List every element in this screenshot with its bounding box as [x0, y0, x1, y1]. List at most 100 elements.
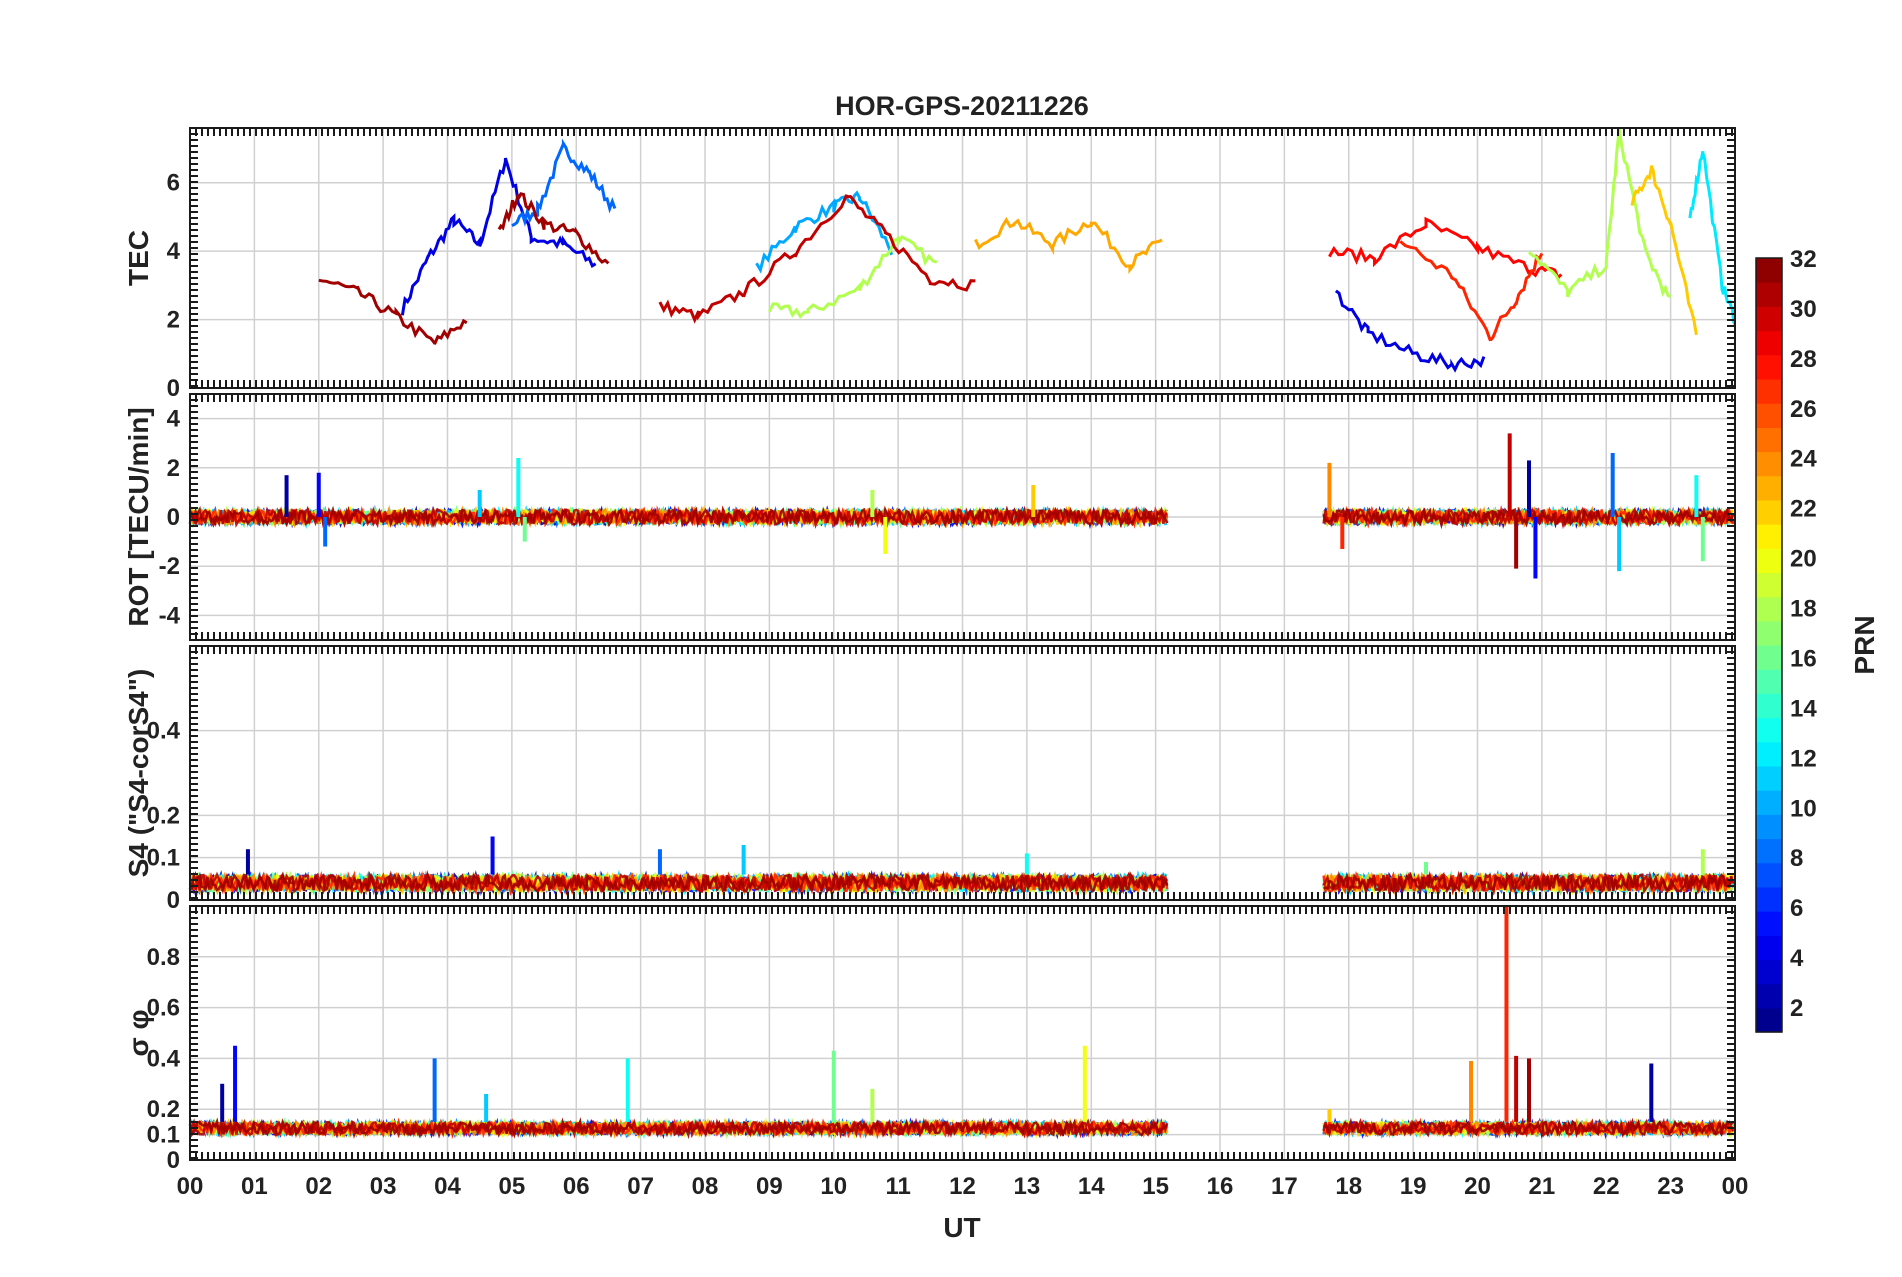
x-tick-label: 23	[1657, 1173, 1684, 1200]
x-tick-label: 16	[1207, 1173, 1234, 1200]
y-tick-label: 0.8	[147, 944, 180, 971]
x-tick-label: 00	[1722, 1173, 1749, 1200]
colorbar-tick-label: 18	[1790, 596, 1817, 623]
y-tick-label: 4	[167, 406, 181, 433]
colorbar-tick-label: 26	[1790, 396, 1817, 423]
y-tick-label: 4	[167, 238, 181, 265]
y-tick-label: 0	[167, 1147, 180, 1174]
y-tick-label: 6	[167, 170, 180, 197]
colorbar-cell	[1756, 572, 1782, 598]
x-tick-label: 13	[1014, 1173, 1041, 1200]
x-tick-label: 18	[1335, 1173, 1362, 1200]
trace-line	[188, 1116, 1734, 1140]
colorbar-tick-label: 16	[1790, 645, 1817, 672]
x-tick-label: 00	[177, 1173, 204, 1200]
colorbar-cell	[1756, 911, 1782, 936]
y-tick-label: 2	[167, 307, 180, 334]
x-tick-label: 07	[627, 1173, 654, 1200]
x-tick-label: 04	[434, 1173, 461, 1200]
colorbar-cell	[1756, 548, 1782, 574]
x-tick-label: 01	[241, 1173, 268, 1200]
x-tick-label: 09	[756, 1173, 783, 1200]
y-tick-label: 2	[167, 455, 180, 482]
panel-s4: 0 0.1 0.2 0.4S4 ("S4-corS4")	[123, 645, 1736, 914]
tec-series-line	[755, 190, 894, 274]
colorbar-cell	[1756, 790, 1782, 815]
colorbar-cell	[1756, 645, 1782, 670]
colorbar-tick-label: 6	[1790, 895, 1803, 922]
tec-series-line	[1528, 127, 1672, 299]
tec-series-line	[1630, 165, 1698, 336]
x-tick-label: 11	[885, 1173, 910, 1200]
colorbar-cell	[1756, 475, 1782, 501]
colorbar-cell	[1756, 935, 1782, 961]
x-tick-label: 14	[1078, 1173, 1105, 1200]
traces-sigma_phi	[188, 906, 1735, 1140]
colorbar-label: PRN	[1849, 615, 1880, 674]
x-tick-label: 17	[1271, 1173, 1298, 1200]
colorbar-cell	[1756, 669, 1782, 694]
y-axis-label: TEC	[123, 230, 154, 286]
tec-series-line	[497, 192, 610, 265]
colorbar-tick-label: 28	[1790, 346, 1817, 373]
colorbar-cell	[1756, 427, 1782, 453]
chart-title: HOR-GPS-20211226	[835, 91, 1089, 121]
colorbar-cell	[1756, 1007, 1782, 1033]
y-axis-label: σ φ	[123, 1010, 154, 1057]
y-tick-label: 0.1	[147, 845, 180, 872]
x-tick-label: 22	[1593, 1173, 1620, 1200]
y-tick-label: 0	[167, 887, 180, 914]
x-tick-label: 02	[305, 1173, 332, 1200]
x-tick-label: 08	[692, 1173, 719, 1200]
colorbar-tick-label: 22	[1790, 496, 1817, 523]
colorbar-cell	[1756, 306, 1782, 332]
x-tick-label: 06	[563, 1173, 590, 1200]
y-tick-label: 0	[167, 504, 180, 531]
x-axis-label: UT	[943, 1212, 980, 1243]
colorbar-tick-label: 12	[1790, 745, 1817, 772]
colorbar-cell	[1756, 403, 1782, 428]
axes-box	[189, 127, 1736, 389]
y-tick-label: 0.4	[147, 718, 181, 745]
x-tick-label: 10	[820, 1173, 847, 1200]
traces-rot	[188, 433, 1735, 579]
y-tick-label: -2	[159, 553, 180, 580]
x-tick-label: 03	[370, 1173, 397, 1200]
tec-series-line	[511, 138, 617, 227]
colorbar-tick-label: 20	[1790, 546, 1817, 573]
tec-series-line	[974, 216, 1163, 275]
x-tick-label: 19	[1400, 1173, 1427, 1200]
tec-series-line	[1399, 240, 1544, 342]
x-tick-label: 12	[949, 1173, 976, 1200]
tec-series-line	[658, 194, 976, 324]
colorbar-cell	[1756, 693, 1782, 719]
x-tick-label: 15	[1142, 1173, 1169, 1200]
y-axis-label: ROT [TECU/min]	[123, 407, 154, 626]
colorbar-frame	[1755, 257, 1783, 1033]
traces-s4	[188, 836, 1735, 897]
traces-tec	[318, 127, 1737, 373]
colorbar-cell	[1756, 524, 1782, 549]
colorbar-tick-label: 8	[1790, 845, 1803, 872]
colorbar-tick-label: 4	[1790, 945, 1804, 972]
tec-series-line	[400, 157, 597, 316]
colorbar-tick-label: 2	[1790, 995, 1803, 1022]
panel-tec: 0 2 4 6 TEC	[123, 127, 1737, 402]
colorbar-cell	[1756, 596, 1782, 622]
colorbar-cell	[1756, 282, 1782, 307]
colorbar-cell	[1756, 258, 1782, 283]
trace-line	[188, 869, 1734, 897]
colorbar-cell	[1756, 378, 1782, 404]
tec-series-line	[768, 234, 938, 319]
colorbar-cell	[1756, 765, 1782, 791]
minor-ticks	[189, 645, 1735, 900]
colorbar-tick-label: 32	[1790, 246, 1817, 273]
y-axis-label: S4 ("S4-corS4")	[123, 669, 154, 878]
tec-series-line	[318, 278, 468, 345]
colorbar-cell	[1756, 838, 1782, 864]
axes-box	[189, 393, 1736, 641]
y-tick-label: 0.2	[147, 1096, 180, 1123]
